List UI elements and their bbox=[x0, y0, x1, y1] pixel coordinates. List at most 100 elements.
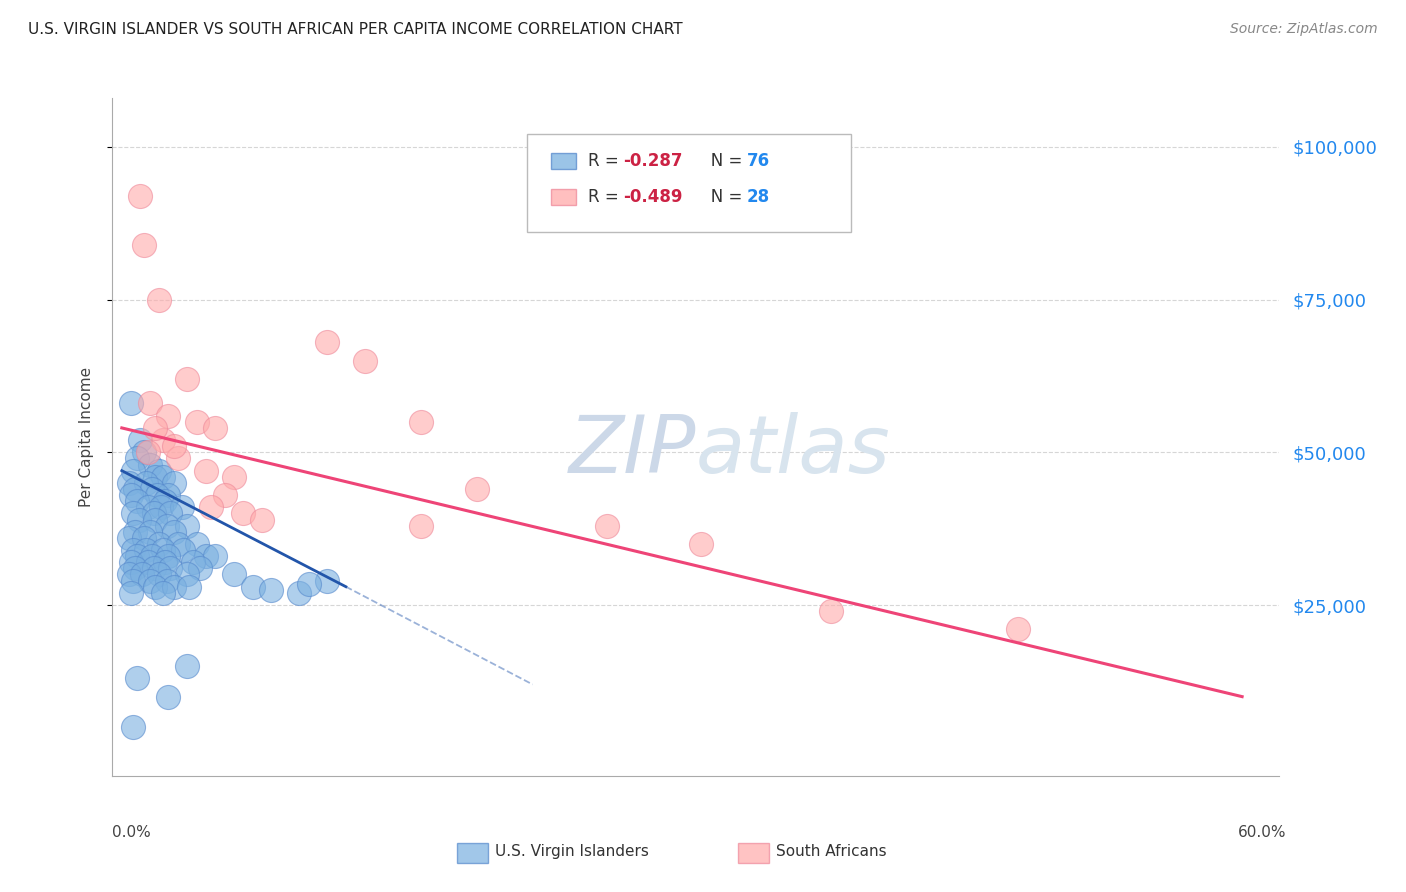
Point bbox=[134, 531, 156, 545]
Point bbox=[200, 500, 222, 515]
Point bbox=[222, 567, 245, 582]
Point bbox=[124, 524, 146, 539]
Point bbox=[152, 586, 174, 600]
Point bbox=[157, 690, 180, 704]
Point bbox=[125, 451, 148, 466]
Text: 28: 28 bbox=[747, 188, 769, 206]
Point bbox=[409, 518, 432, 533]
Point bbox=[157, 488, 180, 502]
Point bbox=[148, 293, 170, 307]
Point bbox=[260, 582, 283, 597]
Point bbox=[146, 488, 169, 502]
Point bbox=[125, 494, 148, 508]
Point bbox=[153, 494, 176, 508]
Point bbox=[118, 567, 141, 582]
Point bbox=[129, 189, 152, 203]
Point bbox=[141, 482, 163, 496]
Point bbox=[139, 574, 162, 588]
Point bbox=[148, 567, 170, 582]
Point bbox=[122, 720, 145, 734]
Point bbox=[136, 500, 159, 515]
Point bbox=[166, 451, 188, 466]
Point bbox=[820, 604, 842, 618]
Point bbox=[139, 458, 162, 472]
Point bbox=[177, 580, 200, 594]
Point bbox=[122, 574, 145, 588]
Point bbox=[125, 671, 148, 685]
Point bbox=[150, 500, 173, 515]
Point bbox=[194, 549, 217, 564]
Point bbox=[120, 555, 142, 569]
Point bbox=[118, 475, 141, 490]
Point bbox=[194, 464, 217, 478]
Text: R =: R = bbox=[588, 153, 624, 170]
Point bbox=[128, 512, 150, 526]
Point bbox=[222, 470, 245, 484]
Point bbox=[157, 409, 180, 423]
Point bbox=[152, 433, 174, 447]
Point bbox=[176, 372, 198, 386]
Point bbox=[170, 500, 193, 515]
Point bbox=[153, 555, 176, 569]
Point bbox=[157, 549, 180, 564]
Point bbox=[181, 555, 204, 569]
Y-axis label: Per Capita Income: Per Capita Income bbox=[79, 367, 94, 508]
Point bbox=[188, 561, 211, 575]
Point bbox=[135, 543, 157, 558]
Point bbox=[118, 531, 141, 545]
Point bbox=[156, 574, 179, 588]
Text: 0.0%: 0.0% bbox=[112, 825, 152, 840]
Text: R =: R = bbox=[588, 188, 624, 206]
Point bbox=[122, 507, 145, 521]
Point bbox=[120, 396, 142, 410]
Point bbox=[152, 470, 174, 484]
Point bbox=[145, 421, 167, 435]
Point bbox=[163, 580, 186, 594]
Text: -0.287: -0.287 bbox=[623, 153, 682, 170]
Point bbox=[156, 518, 179, 533]
Point bbox=[186, 537, 208, 551]
Point bbox=[134, 445, 156, 459]
Point bbox=[145, 470, 167, 484]
Point bbox=[120, 586, 142, 600]
Point bbox=[232, 507, 254, 521]
Point bbox=[124, 561, 146, 575]
Point bbox=[145, 580, 167, 594]
Point bbox=[139, 524, 162, 539]
Point bbox=[288, 586, 311, 600]
Point bbox=[163, 524, 186, 539]
Point bbox=[316, 335, 339, 350]
Text: Source: ZipAtlas.com: Source: ZipAtlas.com bbox=[1230, 22, 1378, 37]
Point bbox=[122, 543, 145, 558]
Point bbox=[159, 561, 181, 575]
Point bbox=[204, 421, 226, 435]
Text: atlas: atlas bbox=[696, 411, 891, 490]
Point bbox=[176, 518, 198, 533]
Text: ZIP: ZIP bbox=[568, 411, 696, 490]
Point bbox=[148, 537, 170, 551]
Text: N =: N = bbox=[695, 153, 747, 170]
Point bbox=[145, 512, 167, 526]
Point bbox=[689, 537, 711, 551]
Text: 60.0%: 60.0% bbox=[1239, 825, 1286, 840]
Point bbox=[148, 464, 170, 478]
Point bbox=[136, 445, 159, 459]
Point bbox=[152, 543, 174, 558]
Point bbox=[166, 537, 188, 551]
Point bbox=[159, 507, 181, 521]
Point bbox=[136, 555, 159, 569]
Point bbox=[134, 237, 156, 252]
Point bbox=[124, 482, 146, 496]
Point bbox=[176, 567, 198, 582]
Text: -0.489: -0.489 bbox=[623, 188, 682, 206]
Point bbox=[316, 574, 339, 588]
Text: U.S. Virgin Islanders: U.S. Virgin Islanders bbox=[495, 845, 648, 859]
Point bbox=[214, 488, 236, 502]
Point bbox=[1007, 623, 1029, 637]
Point bbox=[465, 482, 488, 496]
Text: U.S. VIRGIN ISLANDER VS SOUTH AFRICAN PER CAPITA INCOME CORRELATION CHART: U.S. VIRGIN ISLANDER VS SOUTH AFRICAN PE… bbox=[28, 22, 683, 37]
Point bbox=[120, 488, 142, 502]
Point bbox=[142, 561, 165, 575]
Point bbox=[186, 415, 208, 429]
Point bbox=[135, 475, 157, 490]
